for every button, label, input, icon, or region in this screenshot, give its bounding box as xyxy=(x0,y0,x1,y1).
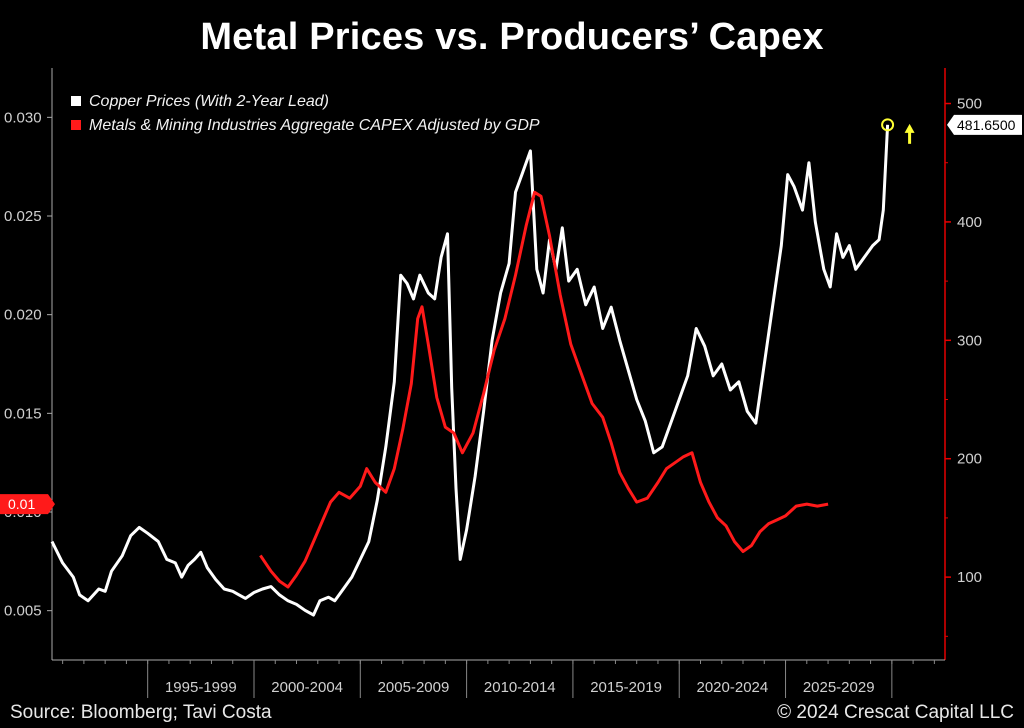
left-value-flag-label: 0.01 xyxy=(8,496,35,512)
left-tick-label: 0.015 xyxy=(4,405,42,422)
x-category-label: 2000-2004 xyxy=(271,679,343,696)
legend-label-copper: Copper Prices (With 2-Year Lead) xyxy=(89,93,329,110)
x-category-label: 1995-1999 xyxy=(165,679,237,696)
x-category-label: 2020-2024 xyxy=(697,679,769,696)
copper-price-line xyxy=(50,124,890,617)
right-value-flag-label: 481.6500 xyxy=(957,117,1016,133)
right-tick-label: 200 xyxy=(957,451,982,468)
right-tick-label: 400 xyxy=(957,214,982,231)
right-tick-label: 100 xyxy=(957,569,982,586)
right-value-flag xyxy=(947,114,1022,135)
x-category-label: 2010-2014 xyxy=(484,679,556,696)
left-tick-label: 0.030 xyxy=(4,109,42,126)
x-category-label: 2015-2019 xyxy=(590,679,662,696)
capex-line xyxy=(259,190,829,589)
legend-swatch-capex xyxy=(71,120,81,130)
latest-value-marker xyxy=(881,118,895,132)
right-tick-label: 300 xyxy=(957,332,982,349)
up-arrow-icon xyxy=(904,123,915,133)
left-value-flag xyxy=(0,494,55,515)
left-tick-label: 0.020 xyxy=(4,307,42,324)
legend-label-capex: Metals & Mining Industries Aggregate CAP… xyxy=(89,117,540,134)
left-tick-label: 0.005 xyxy=(4,603,42,620)
copyright-note: © 2024 Crescat Capital LLC xyxy=(777,702,1014,723)
source-note: Source: Bloomberg; Tavi Costa xyxy=(10,702,272,723)
x-category-label: 2005-2009 xyxy=(378,679,450,696)
right-tick-label: 500 xyxy=(957,96,982,113)
left-tick-label: 0.025 xyxy=(4,208,42,225)
x-category-label: 2025-2029 xyxy=(803,679,875,696)
legend-swatch-copper xyxy=(71,96,81,106)
chart-title: Metal Prices vs. Producers’ Capex xyxy=(200,16,824,58)
